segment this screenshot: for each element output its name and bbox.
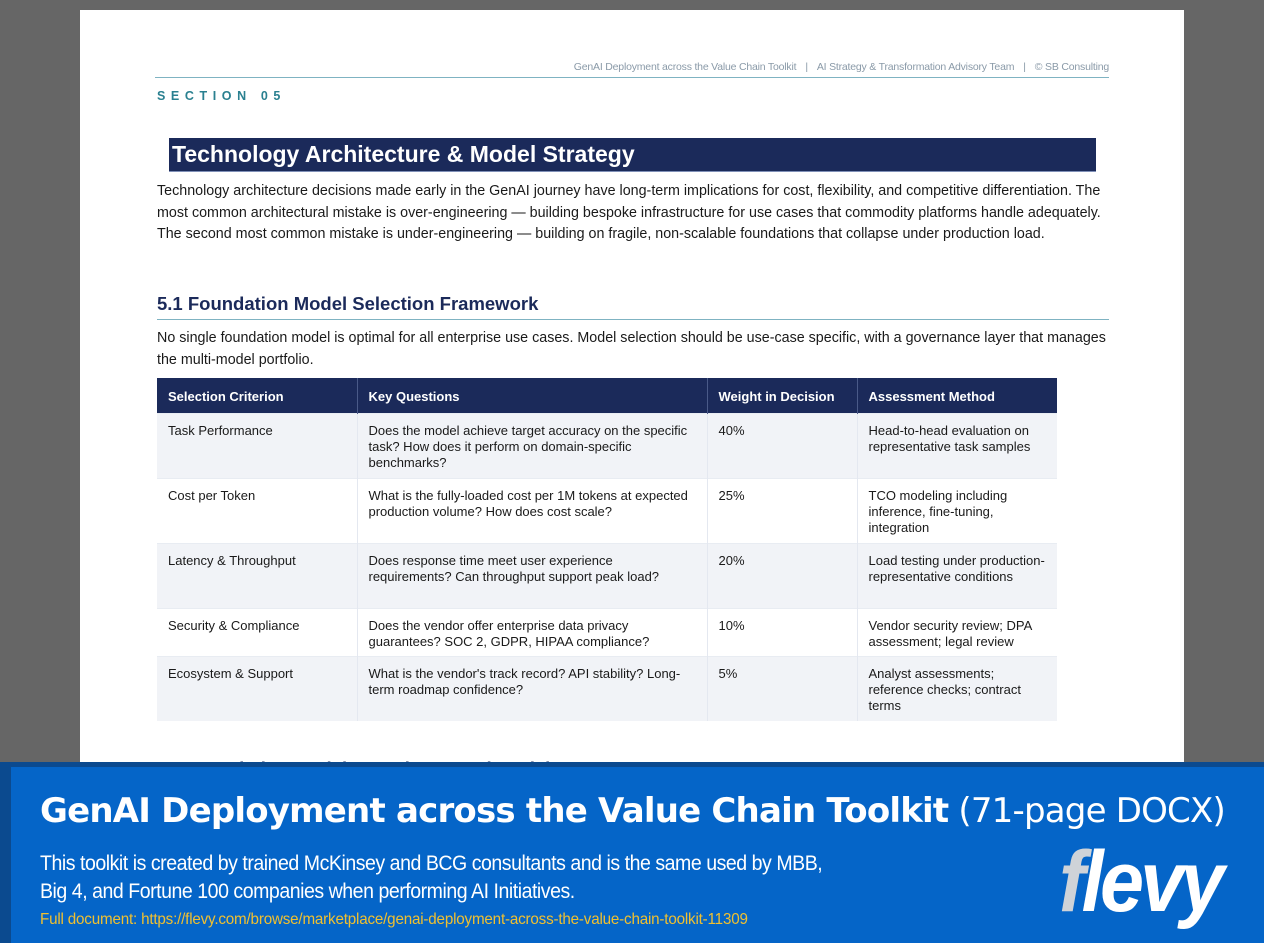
weight-cell: 5% — [706, 655, 857, 721]
running-header: GenAI Deployment across the Value Chain … — [155, 61, 1109, 78]
header-separator: | — [805, 61, 808, 73]
questions-cell: Does the model achieve target accuracy o… — [356, 412, 707, 478]
criterion-cell: Cost per Token — [157, 477, 357, 543]
header-doc-title: GenAI Deployment across the Value Chain … — [573, 61, 797, 73]
column-header: Selection Criterion — [157, 378, 357, 413]
banner-description-line: Big 4, and Fortune 100 companies when pe… — [40, 880, 575, 903]
subsection-title: 5.1 Foundation Model Selection Framework — [157, 293, 1109, 320]
model-selection-table: Selection Criterion Key Questions Weight… — [157, 378, 1057, 721]
criterion-cell: Security & Compliance — [157, 607, 357, 656]
column-header: Key Questions — [356, 378, 707, 413]
questions-cell: Does response time meet user experience … — [356, 542, 707, 608]
weight-cell: 10% — [706, 607, 857, 656]
weight-cell: 25% — [706, 477, 857, 543]
section-label: SECTION 05 — [157, 89, 286, 103]
method-cell: Vendor security review; DPA assessment; … — [856, 607, 1057, 656]
full-document-link[interactable]: Full document: https://flevy.com/browse/… — [40, 911, 748, 928]
weight-cell: 40% — [706, 412, 857, 478]
criterion-cell: Task Performance — [157, 412, 357, 478]
method-cell: Head-to-head evaluation on representativ… — [856, 412, 1057, 478]
banner-description: This toolkit is created by trained McKin… — [40, 850, 858, 906]
questions-cell: What is the fully-loaded cost per 1M tok… — [356, 477, 707, 543]
table-row: Cost per Token What is the fully-loaded … — [157, 477, 1057, 543]
logo-letter-f: f — [1059, 834, 1085, 930]
questions-cell: What is the vendor's track record? API s… — [356, 655, 707, 721]
table-row: Ecosystem & Support What is the vendor's… — [157, 655, 1057, 721]
table-header-row: Selection Criterion Key Questions Weight… — [157, 378, 1057, 413]
questions-cell: Does the vendor offer enterprise data pr… — [356, 607, 707, 656]
header-team: AI Strategy & Transformation Advisory Te… — [816, 61, 1015, 73]
section-title: Technology Architecture & Model Strategy — [169, 138, 1096, 172]
logo-letters: levy — [1081, 834, 1225, 930]
header-separator: | — [1023, 61, 1026, 73]
flevy-logo[interactable]: flevy — [1059, 837, 1234, 927]
banner-description-line: This toolkit is created by trained McKin… — [40, 852, 823, 875]
criterion-cell: Ecosystem & Support — [157, 655, 357, 721]
column-header: Weight in Decision — [706, 378, 857, 413]
document-page: GenAI Deployment across the Value Chain … — [80, 10, 1184, 770]
header-copyright: © SB Consulting — [1034, 61, 1109, 73]
table-row: Latency & Throughput Does response time … — [157, 542, 1057, 608]
method-cell: TCO modeling including inference, fine-t… — [856, 477, 1057, 543]
banner-title-format: (71-page DOCX) — [948, 791, 1225, 831]
criterion-cell: Latency & Throughput — [157, 542, 357, 608]
method-cell: Analyst assessments; reference checks; c… — [856, 655, 1057, 721]
intro-paragraph: Technology architecture decisions made e… — [157, 183, 1101, 243]
promo-banner: GenAI Deployment across the Value Chain … — [0, 762, 1264, 943]
method-cell: Load testing under production-representa… — [856, 542, 1057, 608]
table-row: Task Performance Does the model achieve … — [157, 412, 1057, 478]
subsection-intro: No single foundation model is optimal fo… — [157, 330, 1106, 368]
weight-cell: 20% — [706, 542, 857, 608]
table-row: Security & Compliance Does the vendor of… — [157, 607, 1057, 656]
column-header: Assessment Method — [856, 378, 1057, 413]
banner-title: GenAI Deployment across the Value Chain … — [40, 791, 1226, 831]
banner-title-main: GenAI Deployment across the Value Chain … — [40, 791, 949, 831]
